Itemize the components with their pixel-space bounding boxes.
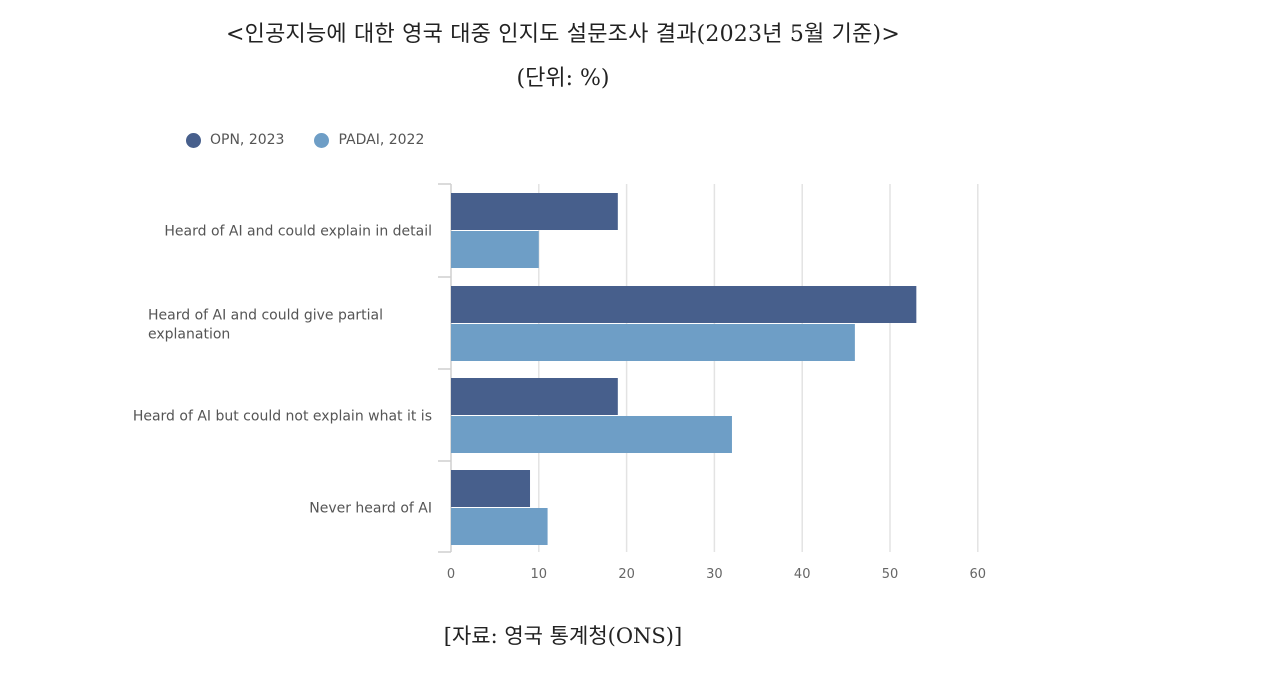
legend: OPN, 2023 PADAI, 2022 — [186, 132, 424, 148]
x-tick-label: 50 — [882, 567, 899, 582]
x-tick-label: 0 — [447, 567, 455, 582]
legend-item-padai[interactable]: PADAI, 2022 — [314, 132, 424, 148]
x-tick-label: 20 — [618, 567, 635, 582]
x-tick-label: 30 — [706, 567, 723, 582]
category-label: Heard of AI and could give partial explan… — [148, 308, 383, 343]
legend-dot-padai — [314, 132, 330, 148]
bar-padai — [451, 508, 548, 545]
legend-dot-opn — [186, 132, 201, 148]
source-note: [자료: 영국 통계청(ONS)] — [443, 624, 683, 648]
bar-opn — [451, 470, 531, 507]
x-tick-label: 10 — [531, 567, 548, 582]
category-label: Never heard of AI — [309, 501, 432, 517]
legend-label-opn: OPN, 2023 — [210, 132, 285, 148]
category-label: Heard of AI and could explain in detail — [164, 224, 432, 240]
bar-opn — [451, 193, 618, 230]
bar-padai — [451, 324, 855, 361]
bar-opn — [451, 378, 618, 415]
bar-padai — [451, 231, 539, 268]
bar-opn — [451, 286, 917, 323]
bar-padai — [451, 416, 732, 453]
x-tick-label: 60 — [970, 567, 987, 582]
category-label: Heard of AI but could not explain what i… — [133, 409, 432, 425]
legend-item-opn[interactable]: OPN, 2023 — [186, 132, 284, 148]
chart-unit: (단위: %) — [516, 66, 610, 91]
chart-title: <인공지능에 대한 영국 대중 인지도 설문조사 결과(2023년 5월 기준)… — [226, 22, 900, 47]
x-tick-label: 40 — [794, 567, 811, 582]
legend-label-padai: PADAI, 2022 — [338, 132, 425, 148]
